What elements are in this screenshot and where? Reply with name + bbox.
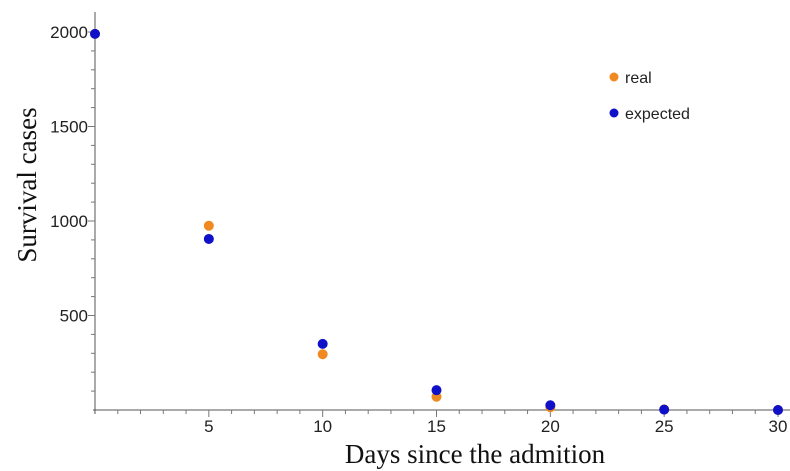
y-tick-label: 500 — [60, 307, 88, 326]
point-real — [203, 220, 214, 231]
legend-swatch-expected — [609, 108, 619, 118]
legend-swatch-real — [609, 72, 619, 82]
y-tick-label: 2000 — [50, 23, 88, 42]
x-tick-label: 20 — [541, 417, 560, 436]
x-tick-label: 10 — [313, 417, 332, 436]
legend-label-real: real — [625, 70, 652, 87]
x-axis-ticks: 5 10 15 20 25 30 — [117, 410, 788, 436]
point-real — [317, 349, 328, 360]
point-expected — [317, 338, 328, 349]
y-tick-label: 1500 — [50, 118, 88, 137]
point-expected — [545, 400, 556, 411]
y-axis-ticks: 500 1000 1500 2000 — [50, 23, 95, 392]
point-expected — [90, 28, 100, 39]
point-expected — [203, 233, 214, 244]
y-tick-label: 1000 — [50, 212, 88, 231]
series-expected — [90, 28, 783, 415]
point-expected — [659, 404, 670, 415]
legend-label-expected: expected — [625, 106, 690, 123]
x-tick-label: 15 — [427, 417, 446, 436]
series-layer — [90, 28, 783, 415]
x-tick-label: 5 — [204, 417, 213, 436]
x-tick-label: 30 — [769, 417, 788, 436]
y-axis-title: Survival cases — [12, 107, 42, 262]
series-real — [90, 28, 783, 415]
point-expected — [431, 385, 442, 396]
x-tick-label: 25 — [655, 417, 674, 436]
x-axis-title: Days since the admition — [345, 439, 606, 469]
point-expected — [773, 405, 783, 415]
legend: real expected — [609, 70, 690, 123]
